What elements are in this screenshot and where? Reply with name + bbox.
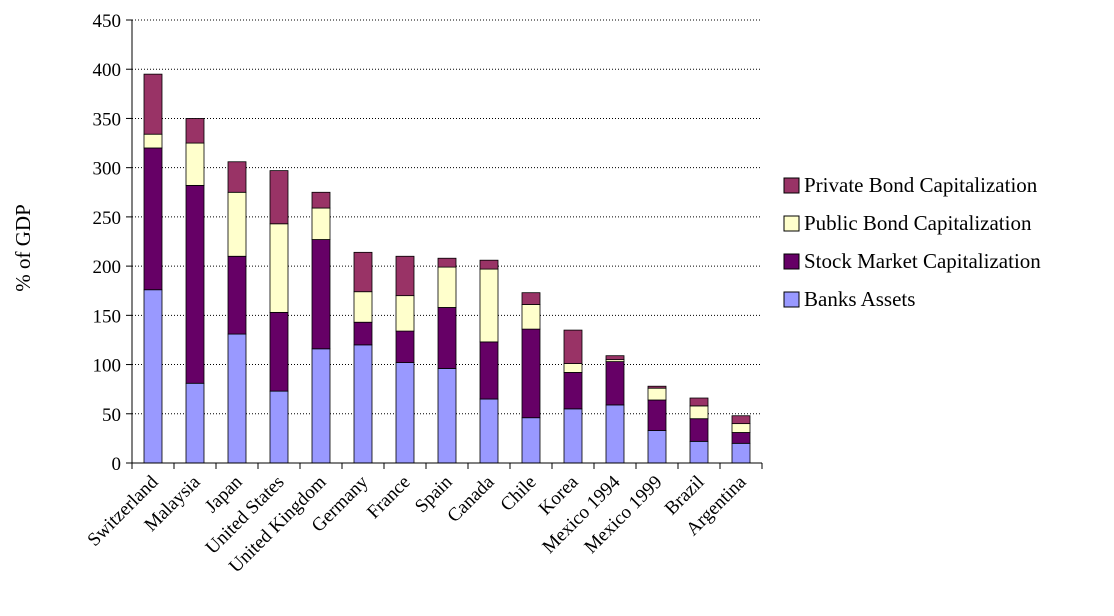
bar-segment [647, 387, 667, 401]
bar-segment [269, 390, 289, 464]
axes [126, 19, 763, 469]
bar-segment [563, 329, 583, 364]
bar-segment [185, 382, 205, 464]
bar-segment [311, 207, 331, 240]
bar-segment [269, 170, 289, 225]
y-tick-label: 50 [102, 405, 121, 426]
bar-segment [689, 405, 709, 420]
bar-segment [311, 239, 331, 350]
bar-segment [521, 304, 541, 330]
y-tick-label: 400 [93, 60, 122, 81]
bar-segment [227, 333, 247, 464]
legend-swatch [783, 177, 800, 194]
legend-swatch [783, 291, 800, 308]
bar-segment [731, 415, 751, 425]
bar-segment [311, 191, 331, 209]
bar-segment [227, 255, 247, 335]
bar-segment [311, 348, 331, 464]
y-tick-label: 450 [93, 11, 122, 32]
bar-segment [353, 344, 373, 464]
bar-segment [185, 118, 205, 144]
bar-segment [395, 362, 415, 464]
legend-swatch [783, 215, 800, 232]
bar-segment [521, 292, 541, 305]
bar-segment [479, 259, 499, 270]
bar-segment [353, 291, 373, 323]
bar-segment [143, 73, 163, 135]
legend-label: Private Bond Capitalization [804, 173, 1038, 197]
y-tick-label: 200 [93, 257, 122, 278]
x-tick-label: Canada [443, 471, 499, 527]
bar-segment [395, 255, 415, 297]
bar-segment [437, 307, 457, 369]
bar-segment [605, 355, 625, 361]
legend-swatch [783, 253, 800, 270]
bar-segment [437, 368, 457, 464]
bar-segment [185, 142, 205, 186]
bar-segment [227, 161, 247, 193]
bar-segment [563, 372, 583, 410]
x-tick-label: France [363, 472, 414, 523]
y-tick-label: 100 [93, 356, 122, 377]
bar-segment [689, 440, 709, 464]
legend-label: Banks Assets [804, 287, 915, 311]
bars [143, 73, 751, 464]
bar-segment [563, 408, 583, 464]
bar-segment [185, 184, 205, 384]
bar-segment [227, 191, 247, 257]
bar-segment [689, 418, 709, 442]
x-tick-label: Chile [497, 472, 541, 516]
bar-segment [647, 385, 667, 389]
bar-segment [521, 328, 541, 419]
bar-segment [395, 295, 415, 332]
bar-segment [143, 147, 163, 291]
bar-segment [731, 442, 751, 464]
bar-segment [395, 330, 415, 363]
y-tick-label: 0 [112, 454, 122, 475]
bar-segment [269, 223, 289, 313]
bar-segment [353, 321, 373, 346]
bar-segment [605, 404, 625, 464]
y-tick-label: 150 [93, 306, 122, 327]
bar-segment [563, 363, 583, 373]
bar-segment [689, 397, 709, 407]
bar-segment [479, 268, 499, 343]
y-tick-label: 250 [93, 208, 122, 229]
bar-segment [479, 341, 499, 400]
bar-segment [143, 133, 163, 149]
bar-segment [353, 251, 373, 293]
legend: Private Bond Capitalization Public Bond C… [783, 173, 1041, 311]
bar-segment [731, 423, 751, 433]
bar-segment [647, 430, 667, 464]
y-tick-label: 350 [93, 109, 122, 130]
y-axis-title: % of GDP [11, 204, 35, 292]
legend-label: Public Bond Capitalization [804, 211, 1032, 235]
bar-segment [437, 266, 457, 308]
legend-label: Stock Market Capitalization [804, 249, 1041, 273]
bar-segment [647, 399, 667, 431]
y-tick-label: 300 [93, 159, 122, 180]
bar-segment [605, 361, 625, 406]
y-tick-labels: 0 50 100 150 200 250 300 350 400 450 [93, 11, 122, 475]
bar-segment [143, 289, 163, 464]
bar-segment [521, 417, 541, 464]
bar-segment [479, 398, 499, 464]
bar-segment [269, 311, 289, 392]
bar-segment [731, 432, 751, 444]
bar-segment [437, 257, 457, 268]
